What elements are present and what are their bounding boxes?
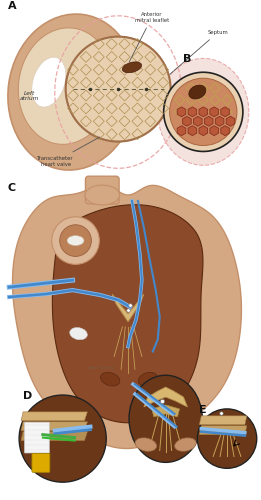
Polygon shape bbox=[226, 116, 235, 126]
Ellipse shape bbox=[175, 438, 196, 451]
Ellipse shape bbox=[85, 185, 120, 205]
Text: E: E bbox=[199, 405, 207, 415]
Polygon shape bbox=[158, 58, 249, 166]
Circle shape bbox=[170, 78, 237, 146]
FancyBboxPatch shape bbox=[25, 422, 49, 453]
Polygon shape bbox=[152, 405, 180, 417]
Polygon shape bbox=[221, 126, 229, 136]
Text: Left
atrium: Left atrium bbox=[19, 90, 39, 102]
Polygon shape bbox=[13, 186, 241, 448]
Circle shape bbox=[66, 36, 171, 142]
FancyBboxPatch shape bbox=[85, 176, 119, 204]
Ellipse shape bbox=[138, 372, 157, 386]
Circle shape bbox=[197, 409, 257, 469]
Ellipse shape bbox=[32, 57, 66, 107]
Polygon shape bbox=[183, 116, 191, 126]
Polygon shape bbox=[21, 422, 87, 430]
Polygon shape bbox=[144, 387, 187, 407]
Polygon shape bbox=[112, 294, 144, 322]
Polygon shape bbox=[199, 416, 247, 424]
Circle shape bbox=[52, 217, 99, 264]
FancyBboxPatch shape bbox=[32, 454, 50, 472]
Text: Anterior
mitral leaflet: Anterior mitral leaflet bbox=[129, 12, 169, 62]
Ellipse shape bbox=[122, 62, 142, 72]
Polygon shape bbox=[199, 107, 207, 117]
Polygon shape bbox=[52, 204, 203, 423]
Ellipse shape bbox=[129, 375, 202, 462]
Polygon shape bbox=[188, 107, 197, 117]
Ellipse shape bbox=[135, 438, 157, 451]
Polygon shape bbox=[188, 126, 197, 136]
Ellipse shape bbox=[18, 28, 113, 144]
Ellipse shape bbox=[67, 236, 84, 246]
Polygon shape bbox=[204, 116, 213, 126]
Polygon shape bbox=[177, 126, 186, 136]
Text: B: B bbox=[183, 54, 192, 64]
Ellipse shape bbox=[8, 14, 137, 170]
Polygon shape bbox=[199, 426, 247, 434]
Text: Alan Hoofring: Alan Hoofring bbox=[88, 366, 115, 370]
Ellipse shape bbox=[70, 328, 87, 340]
Polygon shape bbox=[199, 126, 207, 136]
Text: D: D bbox=[23, 391, 32, 401]
Polygon shape bbox=[221, 107, 229, 117]
Ellipse shape bbox=[100, 372, 120, 386]
Polygon shape bbox=[210, 126, 218, 136]
Ellipse shape bbox=[189, 85, 206, 99]
Text: Septum: Septum bbox=[170, 30, 228, 74]
Circle shape bbox=[60, 224, 91, 256]
Circle shape bbox=[164, 72, 243, 152]
Text: C: C bbox=[7, 183, 15, 193]
Polygon shape bbox=[210, 107, 218, 117]
Polygon shape bbox=[194, 116, 202, 126]
Text: A: A bbox=[8, 1, 17, 11]
Polygon shape bbox=[215, 116, 224, 126]
Circle shape bbox=[19, 395, 106, 482]
Text: Transcatheter
heart valve: Transcatheter heart valve bbox=[37, 137, 100, 167]
Polygon shape bbox=[21, 432, 87, 440]
Polygon shape bbox=[177, 107, 186, 117]
Polygon shape bbox=[21, 412, 87, 421]
